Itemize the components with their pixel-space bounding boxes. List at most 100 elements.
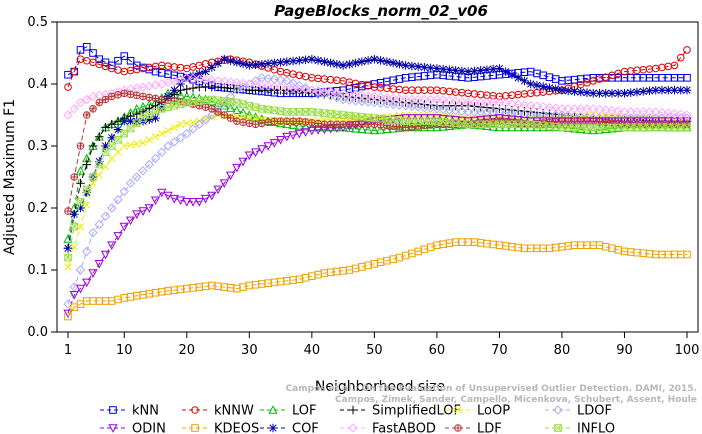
- data-point: [683, 250, 691, 259]
- data-point: [133, 119, 141, 127]
- data-point: [500, 98, 511, 108]
- data-point: [382, 124, 392, 134]
- data-point: [477, 120, 485, 128]
- plot-frame: [56, 21, 699, 333]
- data-point: [350, 89, 361, 100]
- data-point: [451, 66, 460, 75]
- data-point: [152, 95, 159, 102]
- data-point: [75, 165, 86, 175]
- data-point: [539, 121, 547, 130]
- data-point: [77, 142, 84, 150]
- data-point: [238, 82, 248, 92]
- data-point: [657, 107, 667, 118]
- data-point: [438, 104, 448, 115]
- data-point: [151, 108, 160, 116]
- data-point: [88, 228, 98, 238]
- data-point: [282, 132, 292, 142]
- data-point: [76, 222, 85, 231]
- data-point: [225, 103, 236, 112]
- data-point: [476, 66, 485, 75]
- data-point: [94, 260, 104, 269]
- data-point: [69, 209, 79, 219]
- data-point: [119, 116, 129, 126]
- data-point: [157, 147, 167, 157]
- data-point: [364, 121, 372, 128]
- ticks-layer: 1 10 20 30 40 50 60 70 80 90 100 0.0 0.1 0.2 0.3 0.4 0.5: [27, 15, 699, 358]
- data-point: [251, 103, 260, 111]
- y-tick-label: 0.4: [27, 77, 48, 92]
- data-point: [139, 139, 147, 147]
- data-point: [338, 94, 348, 105]
- data-point: [120, 142, 128, 150]
- data-point: [663, 108, 673, 118]
- data-point: [544, 122, 555, 132]
- data-point: [383, 115, 391, 123]
- series-cof: [63, 54, 692, 253]
- data-point: [551, 122, 561, 132]
- data-point: [677, 123, 685, 132]
- data-point: [408, 117, 416, 125]
- data-point: [125, 178, 136, 188]
- data-point: [683, 123, 691, 132]
- data-point: [75, 97, 86, 108]
- data-point: [175, 196, 186, 206]
- data-point: [382, 116, 392, 125]
- data-point: [226, 98, 235, 106]
- data-point: [107, 142, 116, 150]
- data-point: [632, 87, 642, 97]
- data-point: [269, 139, 279, 148]
- data-point: [94, 132, 104, 141]
- data-point: [133, 140, 141, 148]
- data-point: [444, 96, 455, 106]
- data-point: [126, 141, 135, 149]
- data-point: [570, 123, 579, 132]
- data-point: [407, 61, 417, 71]
- data-point: [420, 117, 429, 125]
- data-point: [538, 102, 548, 112]
- data-point: [208, 105, 216, 113]
- legend-item-odin: ODIN: [100, 422, 166, 434]
- data-point: [627, 123, 635, 132]
- data-point: [301, 88, 310, 97]
- data-point: [196, 102, 203, 109]
- data-point: [88, 141, 98, 151]
- data-point: [454, 406, 462, 414]
- data-point: [358, 121, 366, 128]
- data-point: [64, 263, 72, 271]
- data-point: [352, 121, 359, 128]
- data-point: [263, 142, 273, 151]
- data-point: [426, 63, 435, 73]
- data-point: [525, 100, 536, 111]
- data-point: [351, 58, 360, 68]
- data-point: [250, 79, 261, 90]
- data-point: [676, 109, 686, 120]
- data-point: [500, 107, 511, 118]
- data-point: [475, 97, 486, 108]
- data-point: [158, 105, 166, 113]
- data-point: [602, 119, 610, 126]
- data-point: [69, 291, 79, 300]
- data-point: [583, 123, 591, 132]
- data-point: [475, 107, 486, 117]
- data-point: [638, 107, 648, 117]
- data-point: [214, 108, 222, 116]
- data-point: [532, 110, 542, 120]
- data-point: [552, 123, 560, 131]
- data-point: [257, 80, 267, 90]
- data-point: [182, 198, 192, 207]
- data-point: [357, 57, 367, 66]
- data-point: [113, 232, 123, 241]
- data-point: [452, 119, 460, 127]
- legend-item-inflo: INFLO: [545, 422, 615, 434]
- data-point: [251, 115, 260, 123]
- data-point: [214, 96, 222, 104]
- data-point: [225, 171, 236, 181]
- data-point: [258, 115, 266, 123]
- legend-label: SimplifiedLOF: [372, 404, 461, 419]
- data-point: [258, 105, 266, 113]
- data-point: [139, 114, 147, 122]
- data-point: [270, 58, 279, 68]
- data-point: [119, 222, 129, 232]
- data-point: [388, 58, 398, 68]
